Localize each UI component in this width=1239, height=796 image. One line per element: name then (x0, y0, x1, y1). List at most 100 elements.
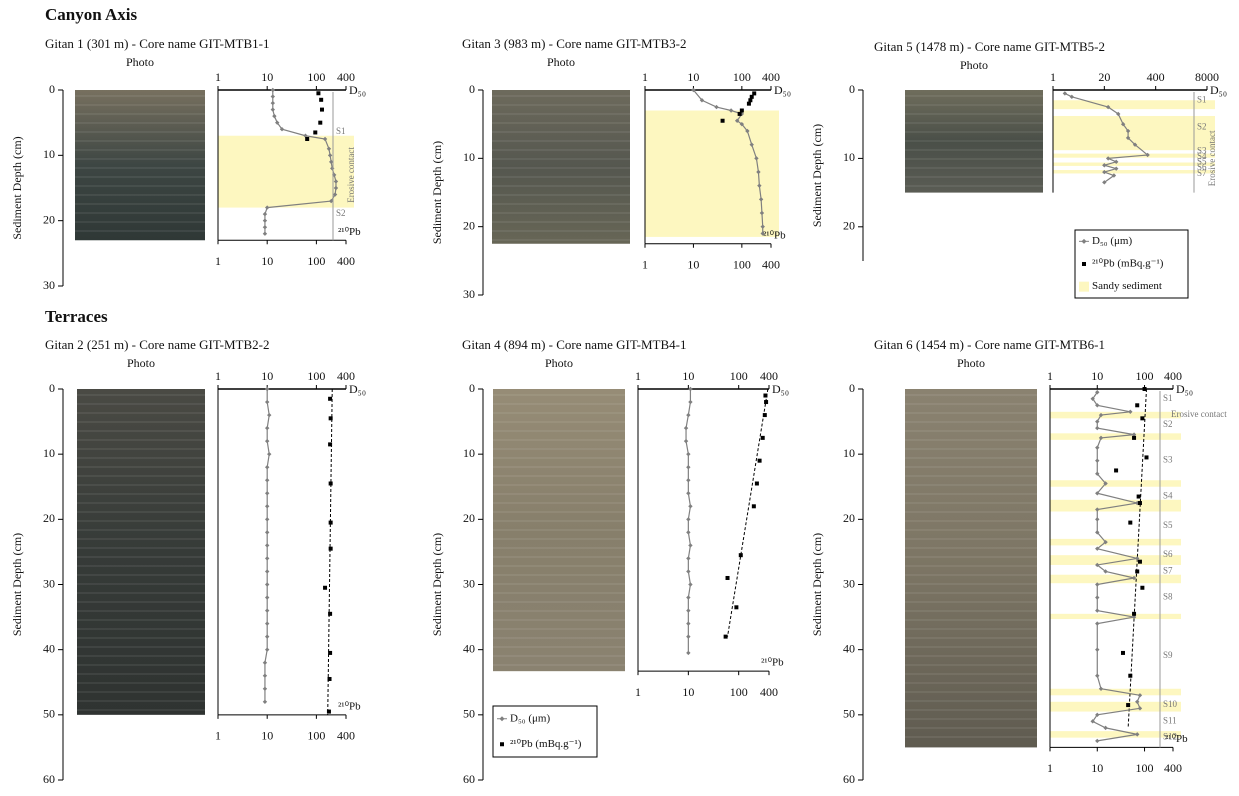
d50-point (264, 530, 270, 535)
pb-point (319, 97, 324, 102)
x-tick-label: 1 (215, 254, 221, 268)
d50-point (1095, 517, 1100, 522)
core-photo (493, 389, 625, 672)
d50-point (279, 127, 285, 132)
pb-point (752, 91, 757, 96)
d50-point (1137, 693, 1143, 698)
unit-label: S2 (1197, 122, 1207, 132)
d50-point (1098, 686, 1104, 691)
unit-label: S9 (1163, 650, 1173, 660)
y-tick-label: 30 (43, 576, 55, 590)
x-tick-label: 100 (730, 369, 748, 383)
x-tick-label: 400 (337, 729, 355, 743)
pb-point (739, 108, 744, 113)
x-tick-label: 100 (733, 258, 751, 272)
d50-point (1095, 471, 1100, 476)
panel-title: Gitan 5 (1478 m) - Core name GIT-MTB5-2 (874, 39, 1105, 54)
d50-point (757, 183, 762, 188)
pb-point (1120, 650, 1125, 655)
d50-point (264, 399, 270, 405)
d50-point (1095, 595, 1100, 600)
d50-point (1095, 582, 1100, 587)
unit-label: S7 (1163, 566, 1173, 576)
d50-line (1091, 391, 1141, 742)
bottom-axis-label: ²¹⁰Pb (338, 700, 361, 712)
y-tick-label: 0 (49, 82, 55, 96)
d50-point (1103, 539, 1108, 545)
d50-point (322, 136, 328, 142)
y-tick-label: 0 (49, 381, 55, 395)
sand-interval (1053, 162, 1215, 166)
bottom-axis-label: ²¹⁰Pb (338, 226, 361, 238)
pb-point (318, 120, 323, 125)
d50-point (1095, 647, 1100, 652)
x-tick-label: 1 (642, 70, 648, 84)
y-tick-label: 0 (849, 381, 855, 395)
core-photo (905, 389, 1037, 748)
d50-point (264, 634, 270, 639)
unit-label: S4 (1163, 491, 1173, 501)
d50-point (1095, 403, 1100, 408)
d50-point (683, 438, 689, 444)
y-tick-label: 50 (43, 707, 55, 721)
d50-point (262, 673, 268, 678)
y-tick-label: 20 (843, 511, 855, 525)
core-photo (905, 90, 1043, 193)
pb-point (723, 634, 728, 639)
x-tick-label: 1 (635, 685, 641, 699)
pb-point (738, 553, 743, 558)
d50-point (262, 218, 268, 223)
d50-point (745, 128, 750, 134)
d50-point (1098, 412, 1104, 418)
sand-interval (218, 135, 354, 208)
d50-point (1116, 111, 1121, 117)
unit-label: S8 (1163, 592, 1173, 602)
d50-point (686, 465, 691, 470)
d50-point (1131, 432, 1137, 437)
pb-point (1126, 703, 1131, 708)
d50-point (264, 205, 270, 210)
sand-interval (1050, 613, 1181, 620)
d50-point (686, 517, 691, 522)
unit-label: S6 (1163, 549, 1173, 559)
legend-swatch (1079, 281, 1089, 292)
y-axis-label: Sediment Depth (cm) (430, 533, 444, 636)
y-tick-label: 20 (463, 511, 475, 525)
d50-point (275, 120, 280, 125)
pb-point (1137, 501, 1142, 506)
d50-point (262, 231, 268, 236)
d50-point (270, 94, 275, 99)
d50-point (686, 650, 691, 656)
unit-label: S2 (1163, 419, 1173, 429)
d50-point (1114, 166, 1119, 171)
pb-point (328, 481, 333, 486)
core-photo (75, 90, 205, 241)
d50-point (1095, 458, 1100, 463)
y-tick-label: 10 (43, 147, 55, 161)
y-tick-label: 60 (43, 772, 55, 786)
pb-point (316, 91, 321, 96)
d50-point (1131, 614, 1137, 620)
pb-point (762, 413, 767, 418)
d50-point (699, 98, 705, 103)
legend-box (492, 705, 598, 758)
y-tick-label: 10 (43, 446, 55, 460)
d50-point (267, 451, 272, 457)
photo-label: Photo (126, 55, 154, 69)
d50-point (1095, 608, 1100, 613)
y-tick-label: 20 (843, 219, 855, 233)
d50-point (756, 169, 761, 175)
pb-point (754, 481, 759, 486)
sand-interval (1050, 538, 1181, 546)
unit-label: S1 (1163, 393, 1173, 403)
pb-point (1142, 387, 1147, 391)
d50-point (686, 634, 691, 639)
top-axis-label: D₅₀ (774, 83, 791, 97)
legend-swatch (499, 716, 505, 722)
pb-point (1132, 611, 1137, 616)
x-tick-label: 1 (215, 729, 221, 743)
sand-interval (1050, 555, 1181, 565)
d50-point (1095, 419, 1100, 424)
d50-point (1132, 142, 1138, 147)
unit-label: S5 (1163, 520, 1173, 530)
